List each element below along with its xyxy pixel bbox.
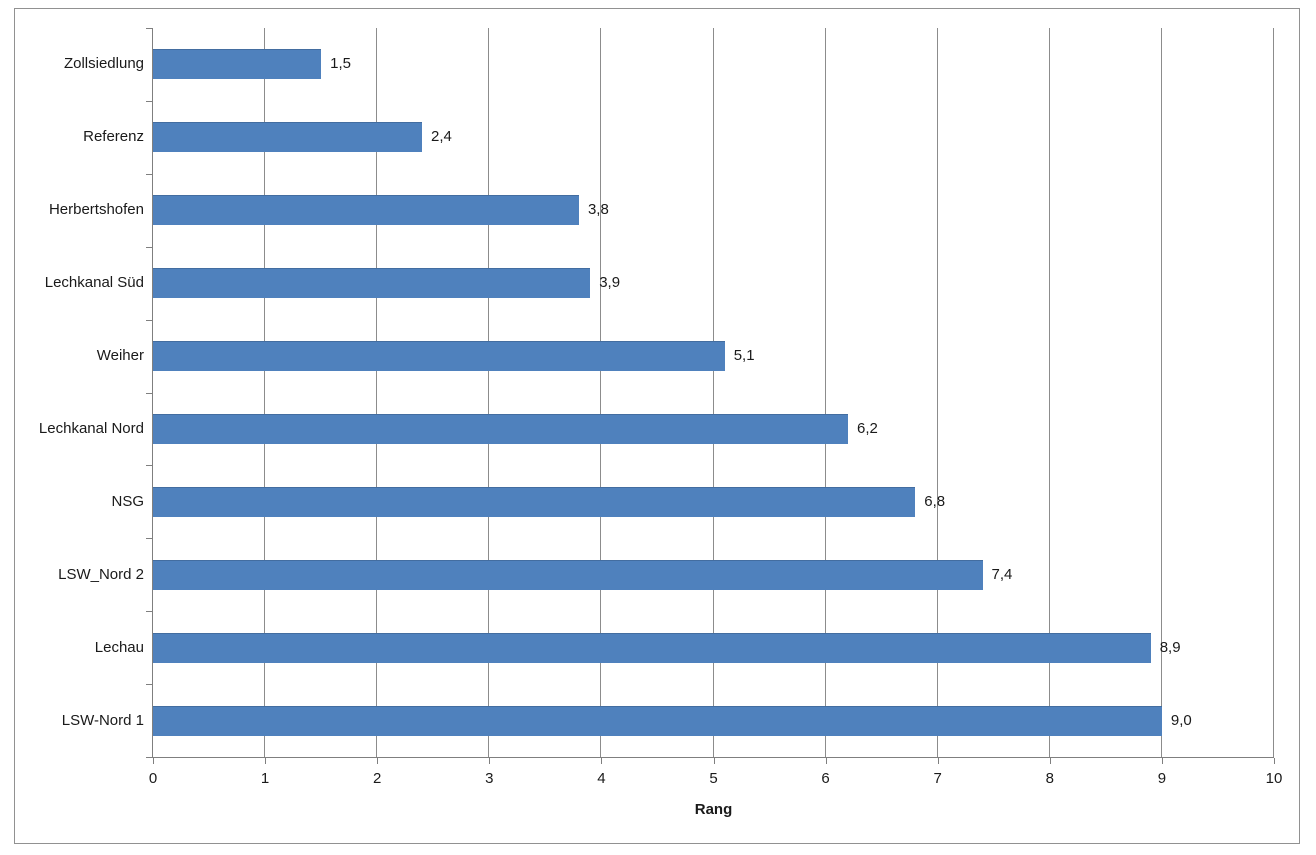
plot-area: Rang 0 1 2 3 4 5 6 7 8 9 10 1,5 Zollsiedlung 2,4 Refer… bbox=[39, 28, 1282, 818]
category-label: Zollsiedlung bbox=[63, 55, 144, 72]
bar bbox=[153, 706, 1162, 736]
x-axis-tick bbox=[265, 758, 267, 764]
x-axis-tick bbox=[713, 758, 715, 764]
gridline bbox=[264, 28, 266, 757]
bar-value-label: 6,8 bbox=[924, 493, 946, 510]
x-tick-label: 9 bbox=[1157, 770, 1167, 787]
gridline bbox=[1273, 28, 1274, 757]
bar-value-label: 9,0 bbox=[1170, 712, 1192, 729]
bar bbox=[153, 268, 591, 298]
bar-value-label: 6,2 bbox=[857, 420, 878, 437]
y-axis-tick bbox=[146, 465, 152, 467]
x-tick-label: 1 bbox=[260, 770, 270, 787]
y-axis-tick bbox=[146, 684, 152, 686]
x-tick-label: 5 bbox=[709, 770, 718, 787]
bar-value-label: 7,4 bbox=[991, 566, 1013, 583]
bar bbox=[153, 633, 1151, 663]
bar-value-label: 3,9 bbox=[599, 274, 621, 291]
y-axis-tick bbox=[146, 611, 152, 613]
category-label: Weiher bbox=[96, 347, 144, 364]
x-tick-label: 4 bbox=[597, 770, 606, 787]
x-axis-tick bbox=[153, 758, 154, 764]
category-label: LSW-Nord 1 bbox=[61, 712, 144, 729]
y-axis-tick bbox=[146, 173, 152, 175]
bar-value-label: 8,9 bbox=[1159, 639, 1181, 656]
category-label: Herbertshofen bbox=[48, 201, 144, 218]
bar bbox=[153, 195, 579, 225]
bar-value-label: 3,8 bbox=[587, 201, 609, 218]
bar bbox=[153, 122, 423, 152]
x-axis-tick bbox=[601, 758, 603, 764]
y-axis-tick bbox=[146, 538, 152, 540]
x-axis-tick bbox=[1274, 758, 1275, 764]
y-axis-tick bbox=[146, 757, 152, 758]
bar bbox=[153, 49, 322, 79]
y-axis-tick bbox=[146, 319, 152, 321]
bar-value-label: 2,4 bbox=[431, 128, 452, 145]
x-axis-title: Rang bbox=[694, 801, 733, 818]
category-label: Lechau bbox=[94, 639, 144, 656]
gridline bbox=[488, 28, 490, 757]
x-tick-label: 10 bbox=[1265, 770, 1283, 787]
gridline bbox=[936, 28, 938, 757]
x-axis-tick bbox=[377, 758, 379, 764]
x-axis-tick bbox=[825, 758, 827, 764]
x-axis-tick bbox=[937, 758, 939, 764]
x-tick-label: 0 bbox=[148, 770, 158, 787]
category-label: NSG bbox=[111, 493, 144, 510]
y-axis-tick bbox=[146, 392, 152, 394]
gridline bbox=[376, 28, 378, 757]
gridline bbox=[600, 28, 602, 757]
y-axis-tick bbox=[146, 28, 152, 29]
x-tick-label: 2 bbox=[373, 770, 382, 787]
y-axis-tick bbox=[146, 246, 152, 248]
category-label: LSW_Nord 2 bbox=[58, 566, 144, 583]
gridline bbox=[712, 28, 714, 757]
bar bbox=[153, 414, 849, 444]
category-label: Lechkanal Nord bbox=[38, 420, 144, 437]
x-tick-label: 6 bbox=[821, 770, 830, 787]
x-tick-label: 7 bbox=[933, 770, 942, 787]
bar bbox=[153, 560, 983, 590]
category-label: Referenz bbox=[83, 128, 144, 145]
x-axis-tick bbox=[1161, 758, 1163, 764]
gridline bbox=[1160, 28, 1162, 757]
gridline bbox=[1048, 28, 1050, 757]
category-label: Lechkanal Süd bbox=[44, 274, 144, 291]
bar bbox=[153, 341, 725, 371]
x-axis-tick bbox=[489, 758, 491, 764]
gridline bbox=[824, 28, 826, 757]
chart-frame: Rang 0 1 2 3 4 5 6 7 8 9 10 1,5 Zollsiedlung 2,4 Refer… bbox=[14, 8, 1300, 844]
x-axis-tick bbox=[1049, 758, 1051, 764]
y-axis-tick bbox=[146, 100, 152, 102]
x-tick-label: 3 bbox=[485, 770, 494, 787]
bar-value-label: 5,1 bbox=[733, 347, 755, 364]
bar-value-label: 1,5 bbox=[330, 55, 351, 72]
bar bbox=[153, 487, 916, 517]
x-tick-label: 8 bbox=[1045, 770, 1054, 787]
